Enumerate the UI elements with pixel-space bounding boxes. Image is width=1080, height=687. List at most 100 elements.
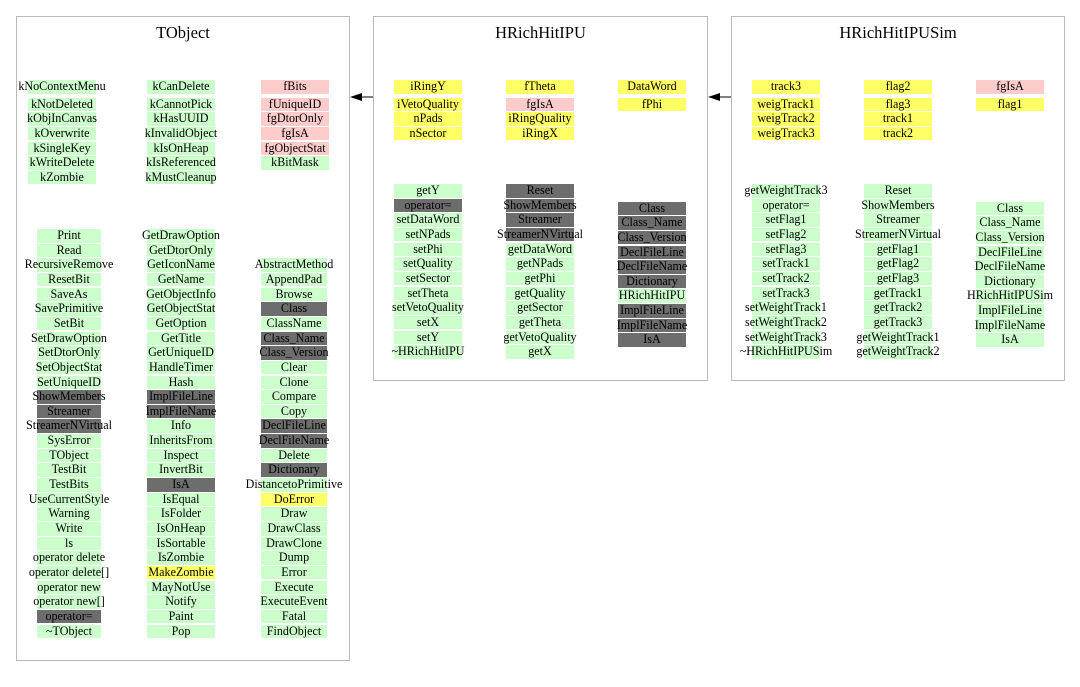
method-getflag1: getFlag1 bbox=[864, 242, 932, 257]
method-saveas: SaveAs bbox=[37, 287, 101, 302]
method-showmembers: ShowMembers bbox=[32, 389, 106, 404]
method-setnpads: setNPads bbox=[394, 227, 462, 242]
method-geticonname: GetIconName bbox=[147, 257, 215, 272]
method-write: Write bbox=[37, 521, 101, 536]
method-class: Class bbox=[261, 302, 327, 316]
method-usecurrentstyle: UseCurrentStyle bbox=[28, 491, 110, 507]
method-class-version: Class_Version bbox=[259, 345, 329, 360]
member-fphi: fPhi bbox=[618, 97, 686, 112]
method-info: Info bbox=[147, 419, 215, 433]
member-kobjincanvas: kObjInCanvas bbox=[27, 111, 97, 126]
method-operator-new: operator new[] bbox=[33, 594, 105, 609]
method-getobjectstat: GetObjectStat bbox=[146, 301, 216, 316]
member-weigtrack3: weigTrack3 bbox=[752, 126, 820, 141]
method-declfilename: DeclFileName bbox=[258, 433, 330, 448]
method-setphi: setPhi bbox=[394, 242, 462, 257]
method-maynotuse: MayNotUse bbox=[147, 580, 215, 595]
method-setweighttrack3: setWeightTrack3 bbox=[745, 329, 827, 344]
method-sety: setY bbox=[394, 330, 462, 344]
member-fgdtoronly: fgDtorOnly bbox=[261, 111, 329, 126]
member-fgisa: fgIsA bbox=[261, 126, 329, 141]
method-implfileline: ImplFileLine bbox=[147, 389, 215, 404]
method-testbits: TestBits bbox=[37, 477, 101, 492]
method-operator-delete: operator delete[] bbox=[28, 564, 110, 580]
member-track3: track3 bbox=[752, 79, 820, 94]
method-streamernvirtual: StreamerNVirtual bbox=[497, 226, 583, 242]
method-class-version: Class_Version bbox=[617, 229, 687, 245]
method-showmembers: ShowMembers bbox=[861, 197, 935, 213]
member-fgobjectstat: fgObjectStat bbox=[261, 141, 329, 156]
member-kwritedelete: kWriteDelete bbox=[28, 155, 96, 170]
method-getdataword: getDataWord bbox=[506, 241, 574, 257]
method-implfilename: ImplFileName bbox=[616, 317, 688, 333]
member-iringquality: iRingQuality bbox=[506, 111, 574, 126]
method-dump: Dump bbox=[261, 551, 327, 565]
member-khasuuid: kHasUUID bbox=[147, 111, 215, 126]
method-isonheap: IsOnHeap bbox=[147, 521, 215, 536]
method-drawclass: DrawClass bbox=[261, 521, 327, 536]
member-kcandelete: kCanDelete bbox=[147, 79, 215, 94]
method-setflag2: setFlag2 bbox=[752, 227, 820, 242]
method-setdtoronly: SetDtorOnly bbox=[37, 345, 101, 360]
member-knotdeleted: kNotDeleted bbox=[28, 97, 96, 112]
method-getquality: getQuality bbox=[506, 286, 574, 301]
member-kzombie: kZombie bbox=[28, 170, 96, 185]
arrow-hrichhitipusim-to-hrichhitipu bbox=[708, 93, 731, 101]
member-nsector: nSector bbox=[394, 126, 462, 141]
method-isa: IsA bbox=[976, 333, 1044, 347]
method-tobject: TObject bbox=[37, 448, 101, 463]
method-hrichhitipusim: HRichHitIPUSim bbox=[966, 288, 1053, 303]
method-settheta: setTheta bbox=[394, 286, 462, 301]
member-koverwrite: kOverwrite bbox=[28, 126, 96, 141]
method-declfileline: DeclFileLine bbox=[618, 245, 686, 260]
member-flag3: flag3 bbox=[864, 97, 932, 112]
method-implfilename: ImplFileName bbox=[145, 403, 217, 419]
method-declfilename: DeclFileName bbox=[616, 259, 688, 274]
method-declfileline: DeclFileLine bbox=[261, 418, 327, 433]
method-inspect: Inspect bbox=[147, 448, 215, 463]
method-paint: Paint bbox=[147, 609, 215, 624]
method-operator: operator= bbox=[394, 198, 462, 213]
method-hrichhitipu: HRichHitIPU bbox=[618, 288, 686, 303]
method-getx: getX bbox=[506, 344, 574, 359]
member-track1: track1 bbox=[864, 111, 932, 126]
method-getvetoquality: getVetoQuality bbox=[503, 329, 577, 344]
method-clone: Clone bbox=[261, 375, 327, 389]
method-getdrawoption: GetDrawOption bbox=[142, 228, 220, 243]
method-settrack3: setTrack3 bbox=[752, 286, 820, 301]
method-browse: Browse bbox=[261, 287, 327, 302]
member-iringx: iRingX bbox=[506, 126, 574, 141]
member-knocontextmenu: kNoContextMenu bbox=[18, 79, 106, 94]
method-copy: Copy bbox=[261, 404, 327, 419]
arrow-hrichhitipu-to-tobject bbox=[350, 93, 373, 101]
method-notify: Notify bbox=[147, 595, 215, 609]
method-setflag1: setFlag1 bbox=[752, 213, 820, 227]
method-isa: IsA bbox=[618, 333, 686, 347]
method-setflag3: setFlag3 bbox=[752, 242, 820, 257]
method-fatal: Fatal bbox=[261, 609, 327, 624]
method-gettrack1: getTrack1 bbox=[864, 286, 932, 301]
member-iringy: iRingY bbox=[394, 79, 462, 94]
member-kisonheap: kIsOnHeap bbox=[147, 141, 215, 156]
method-issortable: IsSortable bbox=[147, 536, 215, 551]
method-getnpads: getNPads bbox=[506, 257, 574, 271]
method-class-name: Class_Name bbox=[261, 331, 327, 346]
method-setweighttrack1: setWeightTrack1 bbox=[745, 300, 827, 315]
method-findobject: FindObject bbox=[261, 624, 327, 639]
member-kcannotpick: kCannotPick bbox=[147, 97, 215, 112]
member-kmustcleanup: kMustCleanup bbox=[145, 169, 217, 185]
method-operator: operator= bbox=[752, 198, 820, 213]
method-dictionary: Dictionary bbox=[976, 274, 1044, 289]
method-streamer: Streamer bbox=[37, 404, 101, 419]
member-fgisa: fgIsA bbox=[506, 97, 574, 112]
method-setdrawoption: SetDrawOption bbox=[31, 330, 107, 346]
method-read: Read bbox=[37, 243, 101, 258]
method-declfilename: DeclFileName bbox=[974, 259, 1046, 274]
member-ksinglekey: kSingleKey bbox=[28, 141, 96, 156]
method-distancetoprimitive: DistancetoPrimitive bbox=[245, 477, 343, 492]
member-funiqueid: fUniqueID bbox=[261, 97, 329, 112]
method-class-name: Class_Name bbox=[976, 215, 1044, 230]
method-reset: Reset bbox=[506, 183, 574, 198]
method-classname: ClassName bbox=[261, 316, 327, 331]
member-kisreferenced: kIsReferenced bbox=[146, 155, 216, 170]
